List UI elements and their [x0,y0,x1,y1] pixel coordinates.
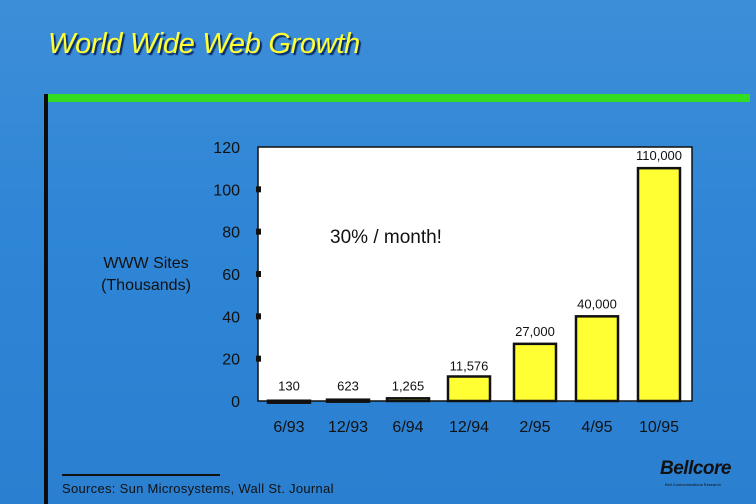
bar [574,315,620,403]
data-label: 11,576 [450,358,489,373]
data-label: 623 [337,378,359,393]
y-tick-label: 40 [222,309,240,326]
category-label: 12/93 [328,419,368,436]
y-axis-label-line-1: WWW Sites [103,255,188,272]
bar [266,399,312,404]
data-label: 110,000 [636,148,682,163]
plot-area [257,146,693,402]
y-tick-mark [256,271,261,277]
category-label: 6/93 [273,419,304,436]
y-tick-mark [256,313,261,320]
category-label: 2/95 [519,419,550,436]
y-tick-mark [256,355,261,362]
category-label: 10/95 [639,419,679,436]
slide-title: World Wide Web Growth [48,28,360,60]
data-label: 27,000 [515,324,555,339]
sources-divider [62,474,220,476]
category-label: 12/94 [449,419,489,436]
growth-annotation: 30% / month! [330,227,442,248]
bar [636,166,682,403]
y-tick-label: 0 [231,394,240,411]
category-label: 4/95 [581,419,612,436]
logo-subtitle: Bell Communications Research [665,482,721,487]
bar [446,375,492,403]
bar [385,397,431,403]
y-tick-mark [256,186,261,193]
y-tick-label: 60 [222,267,240,284]
bar [512,342,558,403]
y-axis-label-line-2: (Thousands) [101,277,191,294]
y-tick-label: 80 [222,225,240,242]
category-label: 6/94 [392,419,423,436]
y-tick-mark [256,228,261,235]
data-label: 40,000 [577,296,617,311]
title-divider [44,94,750,102]
bar [325,398,371,403]
data-label: 130 [278,378,300,393]
sources-note: Sources: Sun Microsystems, Wall St. Jour… [62,481,334,496]
y-tick-label: 100 [213,182,240,199]
y-tick-label: 120 [213,140,240,157]
y-tick-label: 20 [222,352,240,369]
bellcore-logo: Bellcore [660,458,731,479]
data-label: 1,265 [392,378,425,393]
left-border [44,94,48,504]
